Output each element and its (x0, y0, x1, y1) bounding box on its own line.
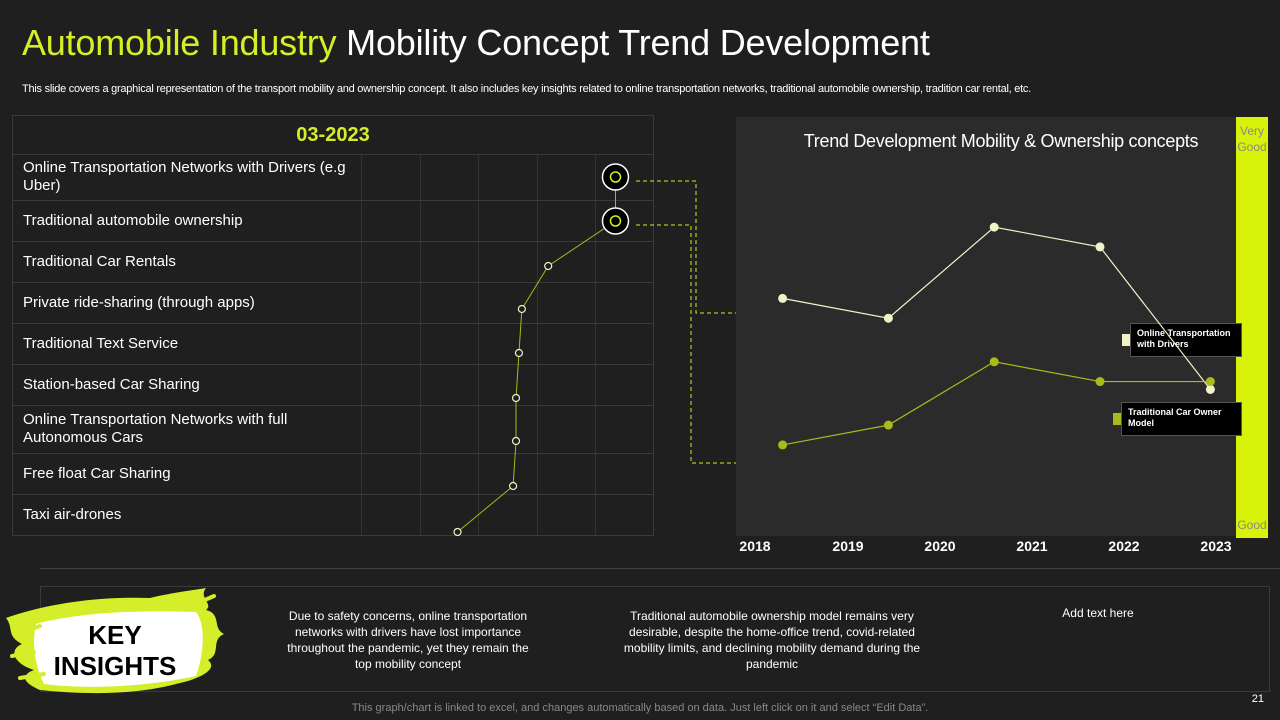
page-title: Automobile Industry Mobility Concept Tre… (22, 22, 930, 64)
x-tick-label: 2019 (832, 538, 864, 554)
title-accent: Automobile Industry (22, 22, 337, 63)
page-number: 21 (1251, 693, 1264, 705)
footnote: This graph/chart is linked to excel, and… (351, 702, 929, 714)
table-row: Station-based Car Sharing (13, 365, 653, 406)
x-tick-label: 2023 (1200, 538, 1232, 554)
legend-series1: Online Transportation with Drivers (1130, 323, 1242, 357)
table-row: Traditional Car Rentals (13, 242, 653, 283)
x-tick-label: 2022 (1108, 538, 1140, 554)
ranking-header: 03-2023 (13, 116, 653, 155)
ranking-table[interactable]: 03-2023 Online Transportation Networks w… (12, 115, 654, 536)
insight-text[interactable]: Add text here (1062, 606, 1134, 620)
row-label: Traditional Text Service (23, 335, 179, 352)
title-rest: Mobility Concept Trend Development (336, 22, 930, 63)
row-label: Station-based Car Sharing (23, 376, 200, 393)
page-subtitle: This slide covers a graphical representa… (22, 83, 1031, 95)
insight-text: Traditional automobile ownership model r… (623, 609, 921, 671)
table-row: Traditional Text Service (13, 324, 653, 365)
row-label: Taxi air-drones (23, 506, 122, 523)
table-row: Online Transportation Networks with full… (13, 406, 653, 454)
x-tick-label: 2020 (924, 538, 956, 554)
row-label: Online Transportation Networks with full… (23, 411, 288, 446)
table-row: Free float Car Sharing (13, 454, 653, 495)
key-insights-label: KEY INSIGHTS (53, 620, 177, 681)
table-row: Online Transportation Networks with Driv… (13, 154, 653, 201)
row-label: Private ride-sharing (through apps) (23, 294, 255, 311)
section-divider (40, 568, 1280, 569)
grid-column (361, 154, 362, 535)
chart-title: Trend Development Mobility & Ownership c… (803, 131, 1199, 151)
scale-top-label: Very Good (1237, 124, 1267, 154)
insight-text: Due to safety concerns, online transport… (287, 609, 529, 671)
scale-bottom-label: Good (1237, 518, 1267, 532)
legend-series2: Traditional Car Owner Model (1121, 402, 1242, 436)
table-row: Private ride-sharing (through apps) (13, 283, 653, 324)
row-label: Free float Car Sharing (23, 465, 171, 482)
row-label: Traditional automobile ownership (23, 212, 243, 229)
row-label: Online Transportation Networks with Driv… (23, 159, 346, 194)
row-label: Traditional Car Rentals (23, 253, 176, 270)
x-tick-label: 2021 (1016, 538, 1048, 554)
table-row: Traditional automobile ownership (13, 201, 653, 242)
table-row: Taxi air-drones (13, 495, 653, 536)
key-insights-brush (6, 588, 224, 694)
grid-column (420, 154, 421, 535)
x-tick-label: 2018 (739, 538, 771, 554)
